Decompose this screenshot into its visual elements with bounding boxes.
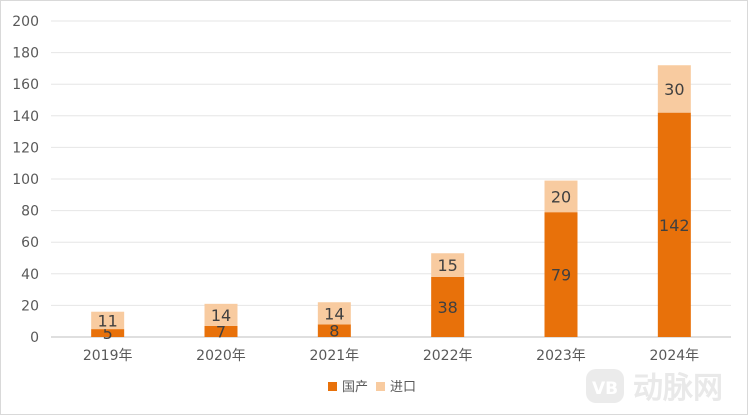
y-tick-label: 100 — [12, 172, 39, 188]
data-label: 7 — [216, 322, 226, 341]
y-tick-label: 60 — [21, 235, 39, 251]
bar-segment — [431, 253, 465, 277]
bar-segment — [657, 112, 691, 337]
x-tick-label: 2020年 — [196, 348, 246, 364]
bar-segment — [544, 212, 578, 337]
y-tick-label: 0 — [30, 330, 39, 346]
x-tick-label: 2023年 — [536, 348, 586, 364]
y-tick-label: 200 — [12, 14, 39, 30]
bar-segment — [204, 325, 238, 337]
bar-segment — [431, 276, 465, 337]
y-tick-label: 80 — [21, 204, 39, 220]
data-label: 14 — [324, 304, 344, 323]
x-tick-label: 2024年 — [650, 348, 700, 364]
data-label: 5 — [103, 324, 113, 343]
x-tick-label: 2021年 — [310, 348, 360, 364]
legend-swatch — [376, 382, 385, 391]
watermark-text: 动脉网 — [633, 371, 723, 406]
watermark-badge-text: VB — [592, 379, 618, 399]
legend: 国产 进口 — [328, 380, 416, 395]
bar-segment — [91, 311, 125, 330]
bar-segment — [317, 324, 351, 337]
x-tick-label: 2019年 — [83, 348, 133, 364]
x-axis: 2019年 2020年 2021年 2022年 2023年 2024年 — [83, 348, 699, 364]
data-label: 20 — [551, 187, 571, 206]
bar-segment — [317, 302, 351, 325]
y-tick-label: 160 — [12, 77, 39, 93]
bar-segment — [544, 180, 578, 213]
data-label: 142 — [659, 216, 690, 235]
bar-segment — [204, 303, 238, 326]
y-tick-label: 120 — [12, 140, 39, 156]
y-tick-label: 40 — [21, 267, 39, 283]
legend-label: 国产 — [342, 380, 368, 395]
data-label: 14 — [211, 306, 231, 325]
data-label: 30 — [664, 80, 684, 99]
data-label: 38 — [437, 298, 457, 317]
y-tick-label: 180 — [12, 46, 39, 62]
data-label: 11 — [97, 311, 117, 330]
y-tick-label: 20 — [21, 298, 39, 314]
watermark-logo: VB 动脉网 — [586, 369, 723, 406]
data-label: 15 — [437, 256, 457, 275]
x-tick-label: 2022年 — [423, 348, 473, 364]
y-axis: 0 20 40 60 80 100 120 140 160 180 200 — [12, 14, 39, 346]
watermark-badge — [586, 369, 624, 403]
legend-label: 进口 — [390, 380, 416, 395]
y-tick-label: 140 — [12, 109, 39, 125]
data-label: 8 — [329, 322, 339, 341]
bar-segment — [91, 329, 125, 337]
gridlines — [51, 20, 731, 338]
legend-swatch — [328, 382, 337, 391]
bar-segment — [657, 65, 691, 113]
data-label: 79 — [551, 266, 571, 285]
